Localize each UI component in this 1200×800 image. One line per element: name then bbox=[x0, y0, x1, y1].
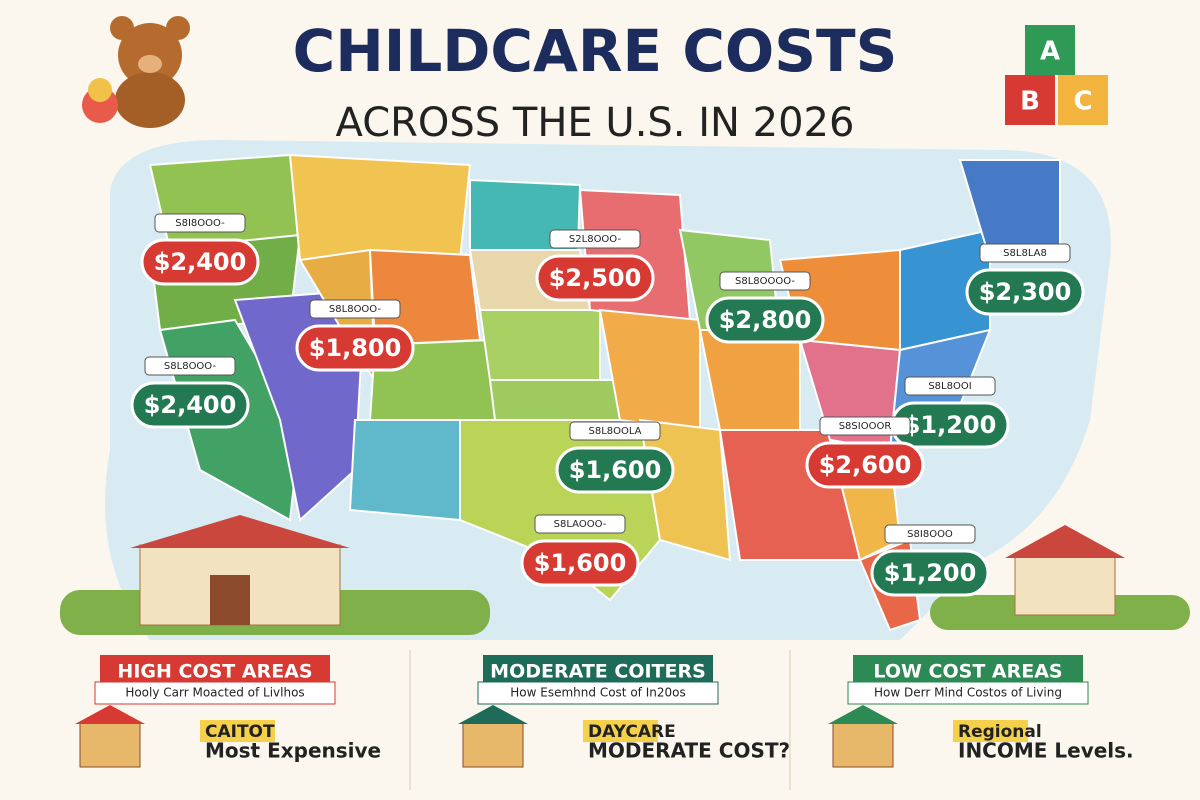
tag-price: $2,800 bbox=[719, 306, 812, 334]
tag-label: S8LAOOO- bbox=[554, 519, 607, 530]
tag-label-bg bbox=[979, 243, 1071, 263]
icon-roof bbox=[75, 705, 145, 724]
tag-label-bg bbox=[534, 514, 626, 534]
icon-roof bbox=[828, 705, 898, 724]
tag-bg bbox=[965, 268, 1085, 316]
price-tag: S8L8OOO- $2,400 bbox=[130, 356, 250, 429]
price-tag: S8SIOOOR $2,600 bbox=[805, 416, 925, 489]
section-title: LOW COST AREAS bbox=[873, 661, 1062, 683]
teddy-bear bbox=[82, 16, 190, 128]
tag-bg bbox=[520, 539, 640, 587]
state bbox=[478, 309, 601, 381]
tag-highlight bbox=[583, 720, 658, 742]
price-tag: S8LAOOO- $1,600 bbox=[520, 514, 640, 587]
tag-label: S2L8OOO- bbox=[569, 234, 622, 245]
tag-label: S8L8OOO- bbox=[329, 304, 382, 315]
icon-roof bbox=[458, 705, 528, 724]
tag-price: $2,500 bbox=[549, 264, 642, 292]
tag-price: $1,200 bbox=[884, 559, 977, 587]
section-title: HIGH COST AREAS bbox=[117, 661, 312, 683]
icon bbox=[79, 721, 141, 768]
section-sub-bg bbox=[847, 681, 1089, 705]
tag-bg bbox=[535, 254, 655, 302]
icon bbox=[832, 721, 894, 768]
school-left bbox=[60, 515, 490, 635]
price-tag: S8L8OOO- $1,800 bbox=[295, 299, 415, 372]
section-note: MODERATE COST? bbox=[588, 739, 790, 763]
legend-section: MODERATE COITERS How Esemhnd Cost of In20… bbox=[458, 655, 790, 768]
price-tag: S2L8OOO- $2,500 bbox=[535, 229, 655, 302]
tag-price: $1,800 bbox=[309, 334, 402, 362]
tag-label-bg bbox=[549, 229, 641, 249]
section-note: Most Expensive bbox=[205, 739, 381, 763]
price-tag: S8L8OOLA $1,600 bbox=[555, 421, 675, 494]
price-tag: S8I8OOO- $2,400 bbox=[140, 213, 260, 286]
tag-label: S8SIOOOR bbox=[839, 421, 892, 432]
legend-section: HIGH COST AREAS Hooly Carr Moacted of Liv… bbox=[75, 655, 381, 768]
tag-label-bg bbox=[569, 421, 661, 441]
price-tag: S8I8OOO $1,200 bbox=[870, 524, 990, 597]
section-tag: CAITOT bbox=[205, 722, 275, 742]
subtitle: ACROSS THE U.S. IN 2026 bbox=[336, 100, 855, 146]
svg-text:A: A bbox=[1040, 37, 1060, 67]
school-right bbox=[930, 525, 1190, 630]
tag-label: S8L8OOO- bbox=[164, 361, 217, 372]
tag-highlight bbox=[953, 720, 1028, 742]
section-tag: DAYCARE bbox=[588, 722, 676, 742]
tag-label-bg bbox=[819, 416, 911, 436]
section-sub-bg bbox=[477, 681, 719, 705]
state bbox=[488, 379, 632, 421]
tag-label: S8L8OOOO- bbox=[735, 276, 795, 287]
tag-bg bbox=[870, 549, 990, 597]
tag-price: $1,600 bbox=[534, 549, 627, 577]
tag-price: $2,400 bbox=[154, 248, 247, 276]
tag-price: $2,300 bbox=[979, 278, 1072, 306]
section-subtitle: Hooly Carr Moacted of Livlhos bbox=[125, 686, 304, 700]
tag-label-bg bbox=[884, 524, 976, 544]
tag-label-bg bbox=[719, 271, 811, 291]
section-subtitle: How Derr Mind Costos of Living bbox=[874, 686, 1062, 700]
tag-bg bbox=[295, 324, 415, 372]
state bbox=[288, 153, 472, 261]
section-subtitle: How Esemhnd Cost of In20os bbox=[510, 686, 685, 700]
tag-label-bg bbox=[904, 376, 996, 396]
svg-text:B: B bbox=[1020, 87, 1040, 117]
price-tag: S8L8OOI $1,200 bbox=[890, 376, 1010, 449]
state bbox=[148, 153, 302, 252]
tag-price: $2,400 bbox=[144, 391, 237, 419]
tag-price: $2,600 bbox=[819, 451, 912, 479]
tag-highlight bbox=[200, 720, 275, 742]
tag-label-bg bbox=[144, 356, 236, 376]
section-tag: Regional bbox=[958, 722, 1042, 742]
legend-section: LOW COST AREAS How Derr Mind Costos of Li… bbox=[828, 655, 1134, 768]
price-tag: S8L8LA8 $2,300 bbox=[965, 243, 1085, 316]
title: CHILDCARE COSTS bbox=[293, 17, 898, 85]
tag-label: S8L8LA8 bbox=[1003, 248, 1047, 259]
tag-label: S8L8OOLA bbox=[588, 426, 641, 437]
tag-price: $1,600 bbox=[569, 456, 662, 484]
tag-label-bg bbox=[309, 299, 401, 319]
tag-label-bg bbox=[154, 213, 246, 233]
tag-bg bbox=[555, 446, 675, 494]
section-sub-bg bbox=[94, 681, 336, 705]
tag-label: S8L8OOI bbox=[928, 381, 971, 392]
price-tag: S8L8OOOO- $2,800 bbox=[705, 271, 825, 344]
tag-label: S8I8OOO bbox=[907, 529, 953, 540]
tag-label: S8I8OOO- bbox=[175, 218, 225, 229]
tag-bg bbox=[140, 238, 260, 286]
tag-bg bbox=[130, 381, 250, 429]
state bbox=[348, 419, 467, 522]
abc-blocks: A B C bbox=[1005, 25, 1108, 125]
section-note: INCOME Levels. bbox=[958, 739, 1134, 763]
tag-bg bbox=[705, 296, 825, 344]
icon bbox=[462, 721, 524, 768]
svg-text:C: C bbox=[1073, 87, 1092, 117]
tag-bg bbox=[805, 441, 925, 489]
tag-price: $1,200 bbox=[904, 411, 997, 439]
section-title: MODERATE COITERS bbox=[490, 661, 706, 683]
